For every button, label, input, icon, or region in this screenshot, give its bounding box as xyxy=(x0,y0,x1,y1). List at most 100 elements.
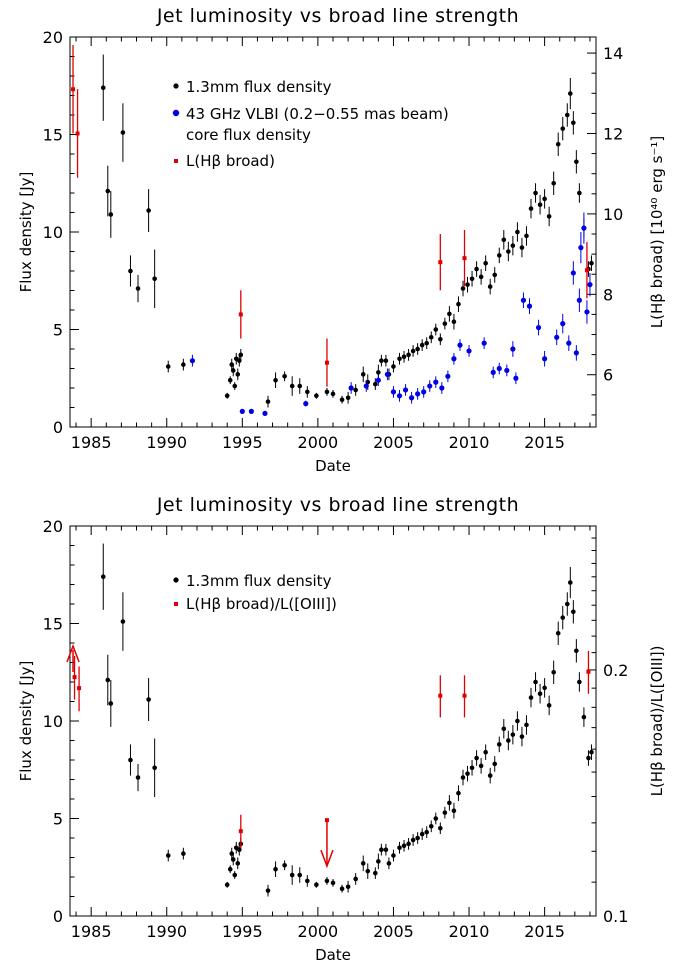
top-legend: 1.3mm flux density 43 GHz VLBI (0.2−0.55… xyxy=(172,78,449,170)
data-point-black xyxy=(438,336,443,342)
data-point-black xyxy=(373,870,378,876)
data-point-black xyxy=(282,863,287,868)
data-point-black xyxy=(108,701,114,706)
top-legend-4: L(Hβ broad) xyxy=(186,152,275,170)
data-point-black xyxy=(428,335,434,340)
data-point-black xyxy=(415,346,420,352)
data-point-black xyxy=(483,749,488,755)
y-tick-label: 5 xyxy=(53,810,63,829)
data-point-black xyxy=(406,841,411,847)
y-tick-label: 20 xyxy=(43,28,63,47)
data-point-black xyxy=(474,755,479,761)
data-point-black xyxy=(487,773,493,778)
data-point-black xyxy=(397,356,402,362)
data-point-black xyxy=(533,679,538,685)
data-point-black xyxy=(297,872,303,878)
data-point-black xyxy=(305,878,310,884)
x-tick-label: 1990 xyxy=(146,433,187,452)
data-point-blue xyxy=(415,391,421,397)
data-point-black xyxy=(345,395,351,401)
data-point-blue xyxy=(520,297,527,303)
data-point-black xyxy=(551,180,556,186)
data-point-black xyxy=(433,816,439,821)
data-point-black xyxy=(542,196,547,202)
data-point-black xyxy=(330,391,336,397)
data-point-black xyxy=(456,301,461,307)
data-point-red xyxy=(75,131,80,136)
data-point-blue xyxy=(427,383,433,389)
data-point-black xyxy=(227,377,233,383)
data-point-black xyxy=(379,847,384,852)
data-point-black xyxy=(496,742,502,747)
data-point-blue xyxy=(375,377,381,383)
data-point-black xyxy=(447,311,452,317)
legend-marker-blue xyxy=(172,109,180,117)
data-point-black xyxy=(330,880,336,886)
data-point-red xyxy=(438,693,443,698)
x-tick-label: 2000 xyxy=(298,433,339,452)
data-point-blue xyxy=(542,356,548,362)
x-tick-label: 1985 xyxy=(71,922,112,941)
data-point-black xyxy=(528,206,534,211)
data-point-black xyxy=(442,321,448,326)
y2-tick-label: 8 xyxy=(603,285,613,304)
data-point-black xyxy=(273,866,278,872)
y2-tick-label: 12 xyxy=(603,124,623,143)
data-point-black xyxy=(586,755,591,761)
data-point-red xyxy=(71,87,76,92)
data-point-black xyxy=(589,749,594,755)
data-point-black xyxy=(230,857,236,862)
bottom-legend: 1.3mm flux density L(Hβ broad)/L([OIII]) xyxy=(173,572,337,613)
data-point-blue xyxy=(451,356,457,362)
data-point-black xyxy=(560,126,566,131)
x-tick-label: 1995 xyxy=(222,433,263,452)
data-point-black xyxy=(265,888,271,893)
data-point-black xyxy=(105,188,111,194)
data-point-black xyxy=(571,120,576,126)
data-point-blue xyxy=(490,369,496,375)
data-point-black xyxy=(537,202,543,207)
data-point-black xyxy=(555,630,561,636)
data-point-blue xyxy=(390,389,397,395)
legend-marker-red-2 xyxy=(174,602,178,606)
bottom-y-axis-label: Flux density [Jy] xyxy=(17,661,35,782)
data-point-red xyxy=(324,360,329,365)
data-point-black xyxy=(152,765,157,771)
data-point-blue xyxy=(457,342,463,348)
data-point-black xyxy=(353,387,358,393)
data-point-red xyxy=(462,256,467,261)
x-tick-label: 2005 xyxy=(373,433,414,452)
data-point-black xyxy=(460,286,466,291)
data-point-black xyxy=(108,212,114,217)
y-tick-label: 0 xyxy=(53,418,63,437)
data-point-black xyxy=(574,159,579,165)
data-point-black xyxy=(510,732,516,737)
data-point-black xyxy=(235,372,241,377)
data-point-black xyxy=(577,679,582,685)
data-point-black xyxy=(496,253,502,258)
data-point-black xyxy=(297,383,303,389)
data-point-blue xyxy=(363,383,369,389)
data-point-black xyxy=(397,845,402,851)
data-point-black xyxy=(360,861,366,866)
data-point-black xyxy=(324,878,330,884)
y-tick-label: 20 xyxy=(43,517,63,536)
data-point-black xyxy=(564,601,570,607)
data-point-black xyxy=(460,775,466,780)
data-point-black xyxy=(533,190,538,196)
data-point-black xyxy=(289,872,295,878)
top-panel: Jet luminosity vs broad line strength 19… xyxy=(17,5,666,475)
y-tick-label: 0 xyxy=(53,907,63,926)
top-axis-ticks: 1985 1990 1995 2000 2005 2010 2015 0 5 10 15 20 6 8 10… xyxy=(43,28,624,452)
data-point-red xyxy=(586,669,591,674)
data-point-black xyxy=(465,771,470,776)
data-point-black xyxy=(401,354,407,360)
data-point-black xyxy=(456,790,461,796)
data-point-red xyxy=(584,268,589,273)
top-data-points xyxy=(71,45,594,416)
data-point-black xyxy=(474,266,479,272)
data-point-black xyxy=(424,340,430,346)
y2-tick-label: 10 xyxy=(603,205,623,224)
data-point-black xyxy=(451,808,457,813)
data-point-black xyxy=(483,260,488,266)
